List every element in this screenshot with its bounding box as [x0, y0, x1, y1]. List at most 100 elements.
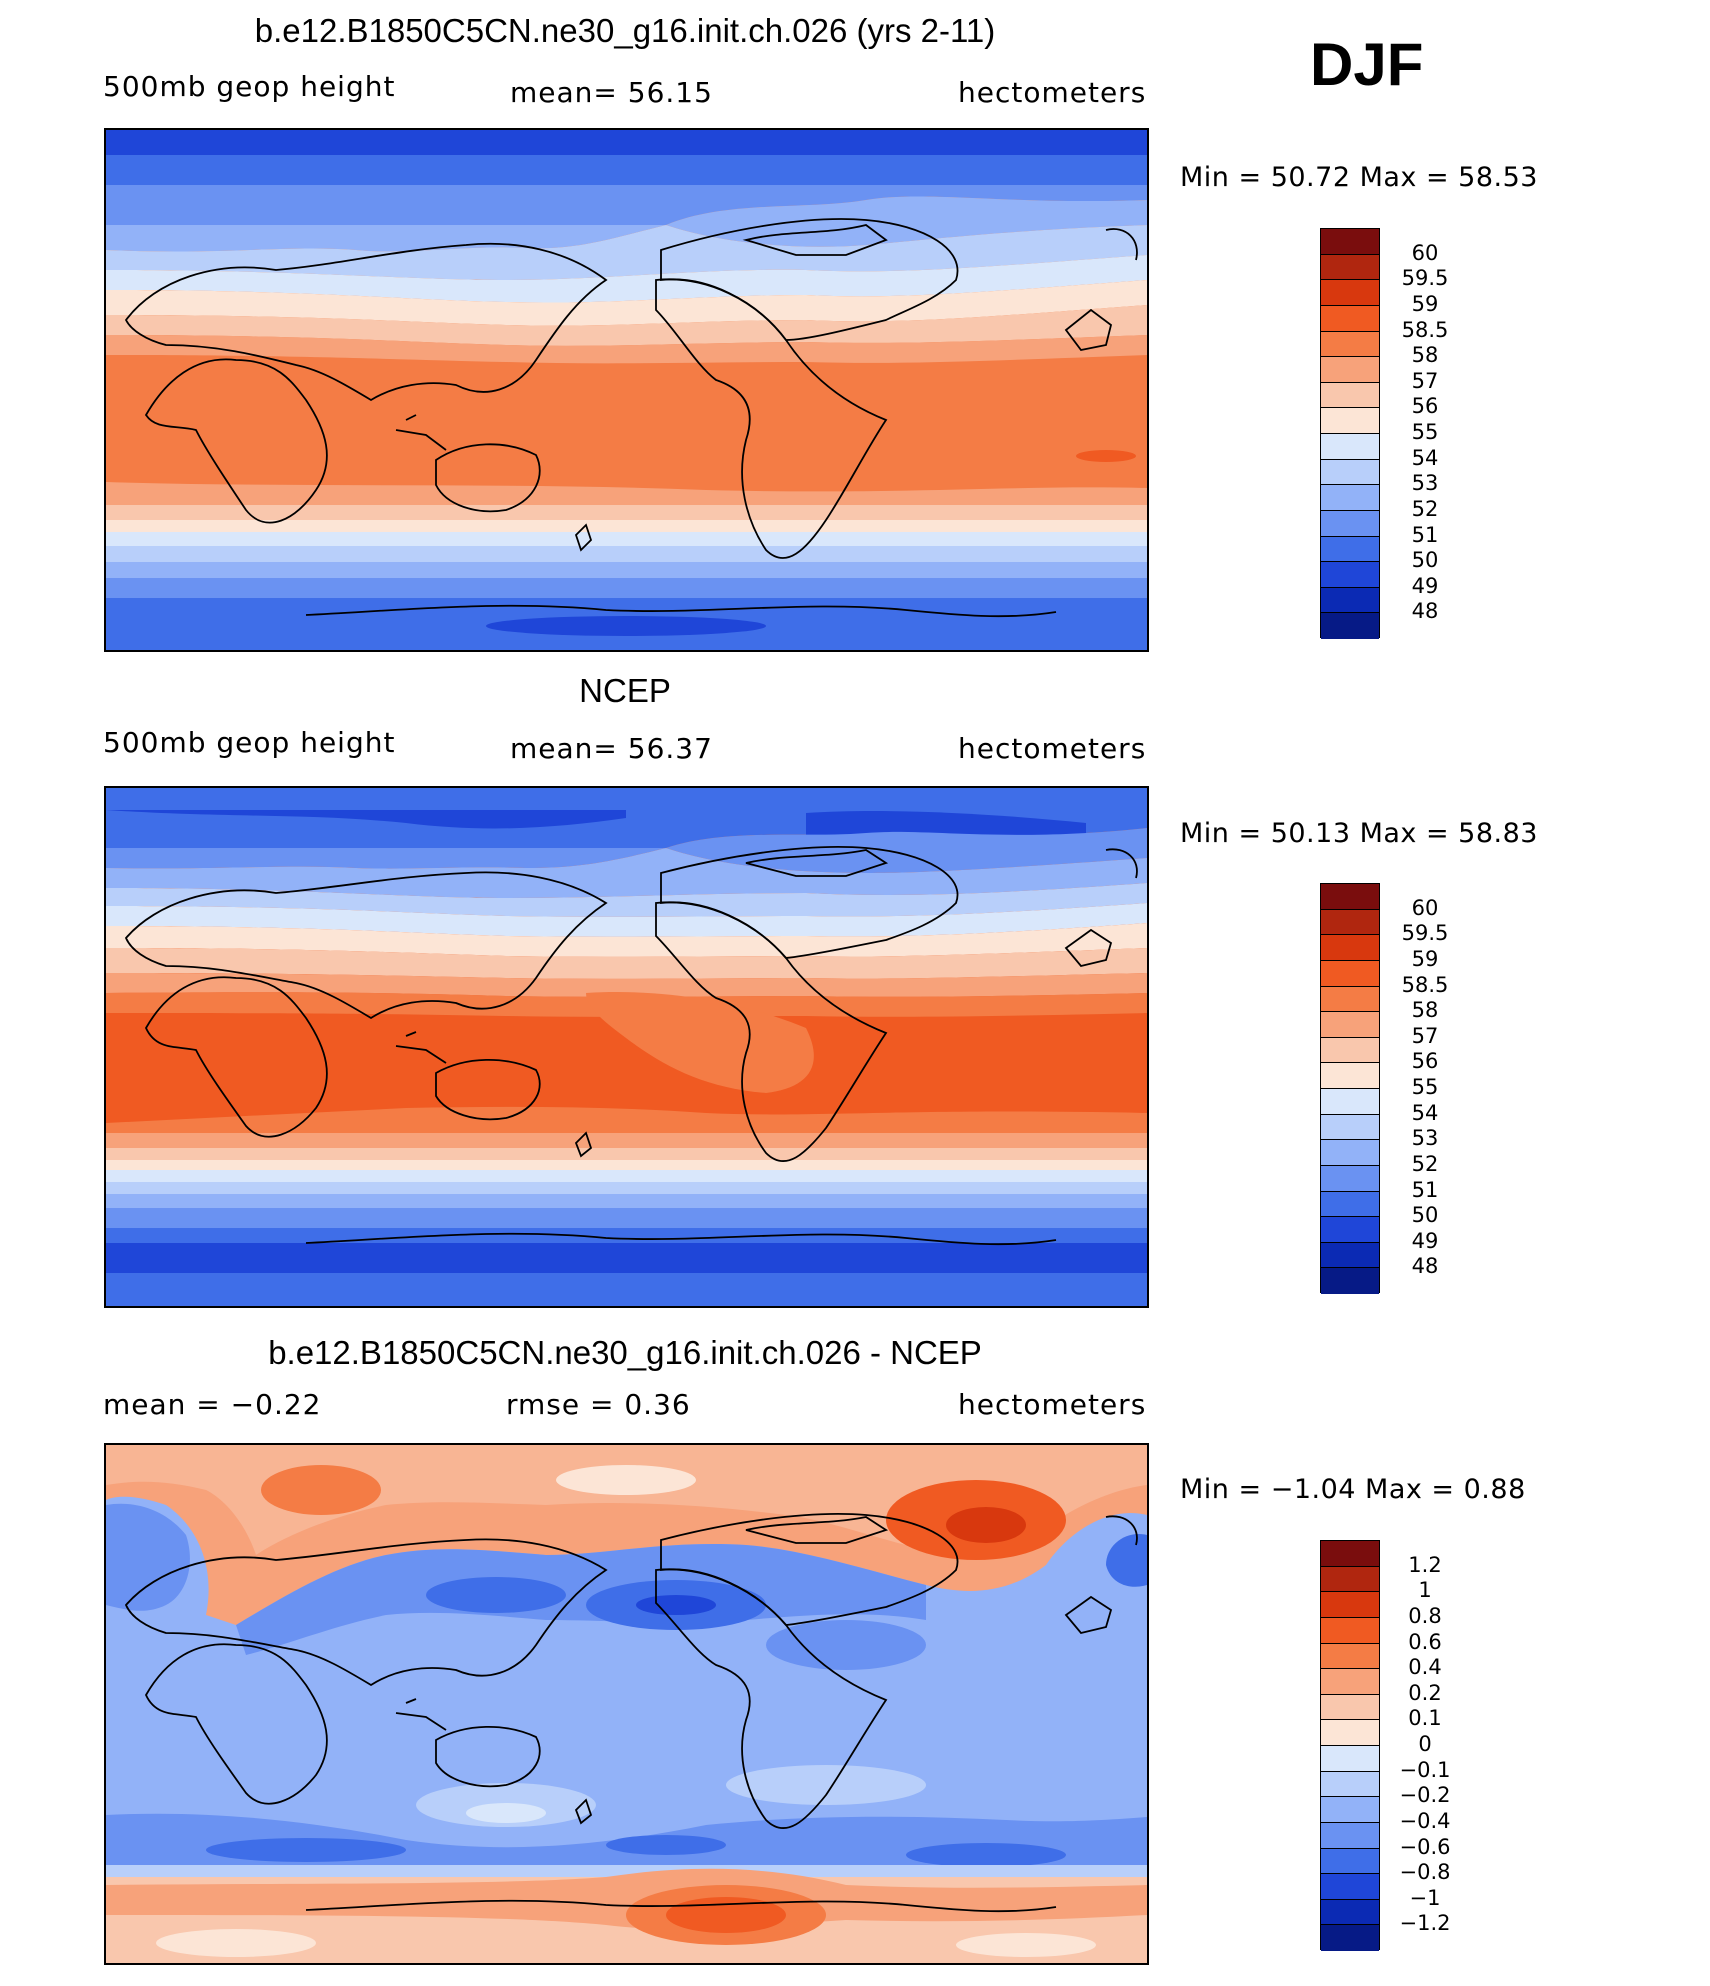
legend-swatch — [1321, 280, 1379, 306]
legend-swatch — [1321, 536, 1379, 563]
legend-label: 59.5 — [1401, 266, 1449, 291]
legend-swatch — [1321, 1037, 1379, 1064]
legend-label: 60 — [1411, 895, 1439, 920]
legend-swatch — [1321, 434, 1379, 460]
legend-swatch — [1321, 1669, 1379, 1695]
legend-swatch — [1321, 884, 1379, 910]
legend-label: −0.8 — [1399, 1860, 1451, 1885]
legend-swatch — [1321, 1566, 1379, 1593]
legend-label: 52 — [1411, 1151, 1439, 1176]
legend-label: 1 — [1418, 1578, 1432, 1603]
legend-swatch — [1321, 1191, 1379, 1218]
season-label: DJF — [1310, 31, 1424, 98]
panel-3-left-label: mean = −0.22 — [103, 1388, 322, 1421]
legend-label: 49 — [1411, 1228, 1439, 1253]
legend-label: 60 — [1411, 240, 1439, 265]
legend-swatch — [1321, 1694, 1379, 1721]
legend-label: 58 — [1411, 343, 1439, 368]
legend-label: 58 — [1411, 998, 1439, 1023]
panel-2-center-label: mean= 56.37 — [510, 732, 713, 765]
panel-2-legend-bar — [1320, 883, 1380, 1294]
legend-swatch — [1321, 1063, 1379, 1089]
panel-2-minmax: Min = 50.13 Max = 58.83 — [1180, 818, 1538, 849]
legend-swatch — [1321, 587, 1379, 614]
legend-label: 1.2 — [1408, 1552, 1442, 1577]
legend-label: 59 — [1411, 946, 1439, 971]
legend-label: 53 — [1411, 1126, 1439, 1151]
legend-swatch — [1321, 1797, 1379, 1823]
legend-label: 56 — [1411, 1049, 1439, 1074]
legend-label: 51 — [1411, 1177, 1439, 1202]
legend-swatch — [1321, 1822, 1379, 1849]
legend-swatch — [1321, 331, 1379, 358]
legend-label: 0.1 — [1408, 1706, 1442, 1731]
legend-swatch — [1321, 1114, 1379, 1141]
legend-label: −0.4 — [1399, 1808, 1451, 1833]
legend-swatch — [1321, 1592, 1379, 1618]
legend-swatch — [1321, 1242, 1379, 1269]
legend-label: 52 — [1411, 496, 1439, 521]
legend-label: 0.6 — [1408, 1629, 1442, 1654]
legend-label: 55 — [1411, 420, 1439, 444]
legend-swatch — [1321, 1140, 1379, 1166]
legend-swatch — [1321, 305, 1379, 332]
legend-swatch — [1321, 1165, 1379, 1192]
legend-label: 55 — [1411, 1075, 1439, 1099]
panel-3-legend-bar — [1320, 1540, 1380, 1951]
legend-label: 51 — [1411, 522, 1439, 547]
legend-swatch — [1321, 1899, 1379, 1926]
legend-label: 54 — [1411, 445, 1439, 470]
legend-label: 0.2 — [1408, 1680, 1442, 1705]
panel-2-left-label: 500mb geop height — [103, 726, 396, 759]
legend-swatch — [1321, 510, 1379, 537]
legend-label: 54 — [1411, 1100, 1439, 1125]
legend-swatch — [1321, 1217, 1379, 1243]
legend-label: 57 — [1411, 368, 1439, 393]
legend-swatch — [1321, 408, 1379, 434]
legend-swatch — [1321, 1925, 1379, 1951]
panel-1-center-label: mean= 56.15 — [510, 76, 713, 109]
legend-label: 49 — [1411, 573, 1439, 598]
legend-label: 58.5 — [1401, 317, 1449, 342]
legend-label: 56 — [1411, 394, 1439, 419]
legend-label: 48 — [1411, 599, 1439, 624]
legend-swatch — [1321, 1771, 1379, 1798]
legend-label: 0.4 — [1408, 1655, 1442, 1680]
legend-swatch — [1321, 1746, 1379, 1772]
panel-1-legend-bar — [1320, 228, 1380, 639]
panel-1-right-label: hectometers — [958, 76, 1147, 109]
legend-label: −0.1 — [1399, 1757, 1451, 1782]
legend-label: 57 — [1411, 1023, 1439, 1048]
legend-swatch — [1321, 986, 1379, 1013]
legend-swatch — [1321, 1874, 1379, 1900]
panel-3-center-label: rmse = 0.36 — [506, 1388, 691, 1421]
panel-2-right-label: hectometers — [958, 732, 1147, 765]
panel-2-title: NCEP — [579, 672, 671, 709]
legend-label: 0 — [1418, 1732, 1432, 1756]
legend-swatch — [1321, 1268, 1379, 1294]
panel-3-map — [104, 1443, 1149, 1965]
legend-swatch — [1321, 382, 1379, 409]
legend-swatch — [1321, 459, 1379, 486]
legend-label: 0.8 — [1408, 1603, 1442, 1628]
legend-label: −0.2 — [1399, 1783, 1451, 1808]
legend-label: 58.5 — [1401, 972, 1449, 997]
legend-label: 59 — [1411, 291, 1439, 316]
legend-label: 59.5 — [1401, 921, 1449, 946]
legend-label: 53 — [1411, 471, 1439, 496]
legend-swatch — [1321, 229, 1379, 255]
panel-2-map — [104, 786, 1149, 1308]
panel-1-minmax: Min = 50.72 Max = 58.53 — [1180, 162, 1538, 193]
legend-label: −1 — [1409, 1885, 1441, 1910]
legend-swatch — [1321, 1643, 1379, 1670]
legend-swatch — [1321, 254, 1379, 281]
legend-label: 48 — [1411, 1254, 1439, 1279]
legend-label: −0.6 — [1399, 1834, 1451, 1859]
legend-swatch — [1321, 1848, 1379, 1875]
panel-1-left-label: 500mb geop height — [103, 70, 396, 103]
legend-swatch — [1321, 960, 1379, 987]
legend-swatch — [1321, 485, 1379, 511]
legend-swatch — [1321, 613, 1379, 639]
legend-swatch — [1321, 1541, 1379, 1567]
panel-3-title: b.e12.B1850C5CN.ne30_g16.init.ch.026 - N… — [268, 1334, 982, 1371]
